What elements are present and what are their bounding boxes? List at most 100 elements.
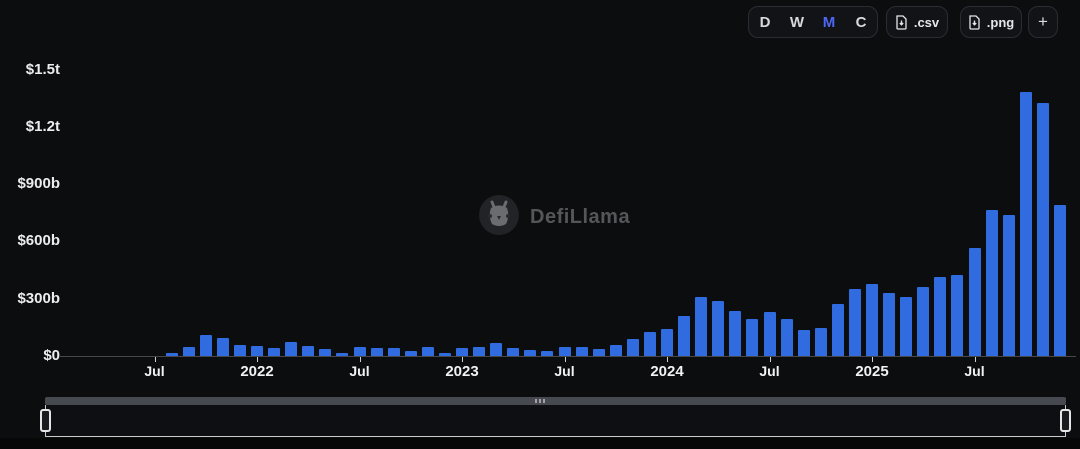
x-axis-label: 2023 (445, 363, 479, 380)
bar-2022-01[interactable] (251, 345, 263, 356)
bar-2023-07[interactable] (558, 347, 571, 356)
interval-monthly-button[interactable]: M (813, 7, 845, 37)
bar-2025-10[interactable] (1019, 92, 1032, 356)
bar-2024-04[interactable] (712, 300, 725, 356)
x-axis-tick (974, 357, 976, 362)
bar-2023-01[interactable] (456, 348, 468, 356)
bar-2022-10[interactable] (404, 350, 417, 356)
bar-2021-10[interactable] (199, 334, 212, 356)
bar-2022-07[interactable] (353, 347, 366, 356)
x-axis-tick (872, 357, 873, 362)
x-axis-label: Jul (349, 363, 370, 379)
range-handle-right[interactable] (1060, 409, 1071, 432)
bar-2022-09[interactable] (387, 348, 400, 356)
file-download-icon (895, 14, 908, 30)
bar-2024-07[interactable] (763, 312, 776, 356)
export-png-button[interactable]: .png (960, 6, 1022, 38)
y-axis-label: $900b (17, 175, 60, 193)
bar-2022-04[interactable] (302, 345, 315, 356)
interval-daily-button[interactable]: D (749, 7, 781, 37)
defillama-logo-icon (478, 194, 520, 241)
bar-2024-03[interactable] (695, 297, 708, 356)
bar-2021-08[interactable] (165, 353, 178, 356)
bar-2024-05[interactable] (729, 311, 742, 356)
y-axis-label: $1.5t (25, 60, 60, 78)
x-axis-label: 2025 (855, 363, 889, 380)
x-axis-tick (667, 357, 668, 362)
bar-2023-12[interactable] (643, 331, 656, 356)
drag-grip-icon (533, 399, 547, 403)
plus-icon: + (1038, 12, 1048, 31)
bar-2022-05[interactable] (319, 349, 332, 356)
bar-2023-05[interactable] (524, 350, 537, 356)
bar-2022-02[interactable] (268, 347, 281, 356)
bar-2024-09[interactable] (797, 329, 810, 356)
bar-2023-06[interactable] (541, 351, 554, 356)
bar-2025-03[interactable] (900, 296, 913, 356)
watermark-text: DefiLlama (530, 206, 631, 228)
bar-2024-08[interactable] (780, 318, 793, 356)
x-axis-line (60, 356, 1076, 357)
watermark: DefiLlama (478, 194, 630, 241)
bar-2023-02[interactable] (473, 347, 486, 356)
bottom-strip (0, 438, 1080, 449)
x-axis-label: Jul (554, 363, 575, 379)
bar-2025-05[interactable] (934, 276, 947, 356)
bar-2024-06[interactable] (746, 319, 759, 356)
bar-2021-11[interactable] (216, 337, 229, 356)
bar-2023-10[interactable] (609, 344, 622, 356)
export-csv-label: .csv (913, 14, 940, 30)
range-handle-left[interactable] (40, 409, 51, 432)
y-axis-label: $600b (17, 232, 60, 250)
bar-2025-06[interactable] (951, 275, 964, 356)
bar-2023-08[interactable] (575, 346, 588, 356)
interval-switcher: D W M C (748, 6, 878, 38)
range-window[interactable] (45, 405, 1066, 437)
bar-2024-10[interactable] (814, 328, 827, 356)
y-axis-label: $300b (17, 289, 60, 307)
bar-2025-04[interactable] (917, 287, 930, 356)
bar-2025-01[interactable] (866, 284, 878, 356)
interval-weekly-button[interactable]: W (781, 7, 813, 37)
file-download-icon (968, 14, 981, 30)
bar-2025-09[interactable] (1002, 215, 1015, 356)
bar-2021-12[interactable] (233, 344, 246, 356)
range-scrollbar[interactable] (45, 397, 1066, 405)
bar-2025-11[interactable] (1036, 102, 1049, 356)
bar-2022-06[interactable] (336, 352, 349, 356)
bar-2025-02[interactable] (883, 293, 896, 356)
x-axis-tick (769, 357, 771, 362)
x-axis-tick (154, 357, 156, 362)
export-csv-button[interactable]: .csv (886, 6, 948, 38)
x-axis-tick (564, 357, 566, 362)
x-axis-label: Jul (964, 363, 985, 379)
x-axis-tick (462, 357, 463, 362)
y-axis-label: $0 (43, 347, 60, 364)
bar-2024-11[interactable] (831, 304, 844, 356)
bar-2022-08[interactable] (370, 347, 383, 356)
x-axis-label: 2022 (240, 363, 274, 380)
bar-2023-09[interactable] (592, 348, 605, 356)
bar-2025-12[interactable] (1053, 204, 1066, 356)
bar-2021-09[interactable] (182, 347, 195, 356)
bar-2024-02[interactable] (678, 315, 691, 356)
bar-2023-04[interactable] (507, 348, 520, 356)
x-axis-tick (257, 357, 258, 362)
add-chart-button[interactable]: + (1028, 6, 1058, 38)
bar-2023-11[interactable] (626, 338, 639, 356)
x-axis-label: Jul (144, 363, 165, 379)
bar-2024-01[interactable] (661, 329, 673, 356)
x-axis-label: Jul (759, 363, 780, 379)
bar-2025-08[interactable] (985, 210, 998, 356)
bar-2022-11[interactable] (421, 346, 434, 356)
y-axis-label: $1.2t (25, 117, 60, 135)
bar-2023-03[interactable] (490, 343, 503, 356)
interval-cumulative-button[interactable]: C (845, 7, 877, 37)
x-axis-label: 2024 (650, 363, 684, 380)
bar-2025-07[interactable] (968, 248, 981, 356)
bar-2022-12[interactable] (438, 352, 451, 356)
bar-chart: $1.5t $1.2t $900b $600b $300b $0 Jul 2022 Jul 20… (0, 46, 1080, 391)
bar-2024-12[interactable] (848, 288, 861, 356)
bar-2022-03[interactable] (285, 342, 298, 356)
